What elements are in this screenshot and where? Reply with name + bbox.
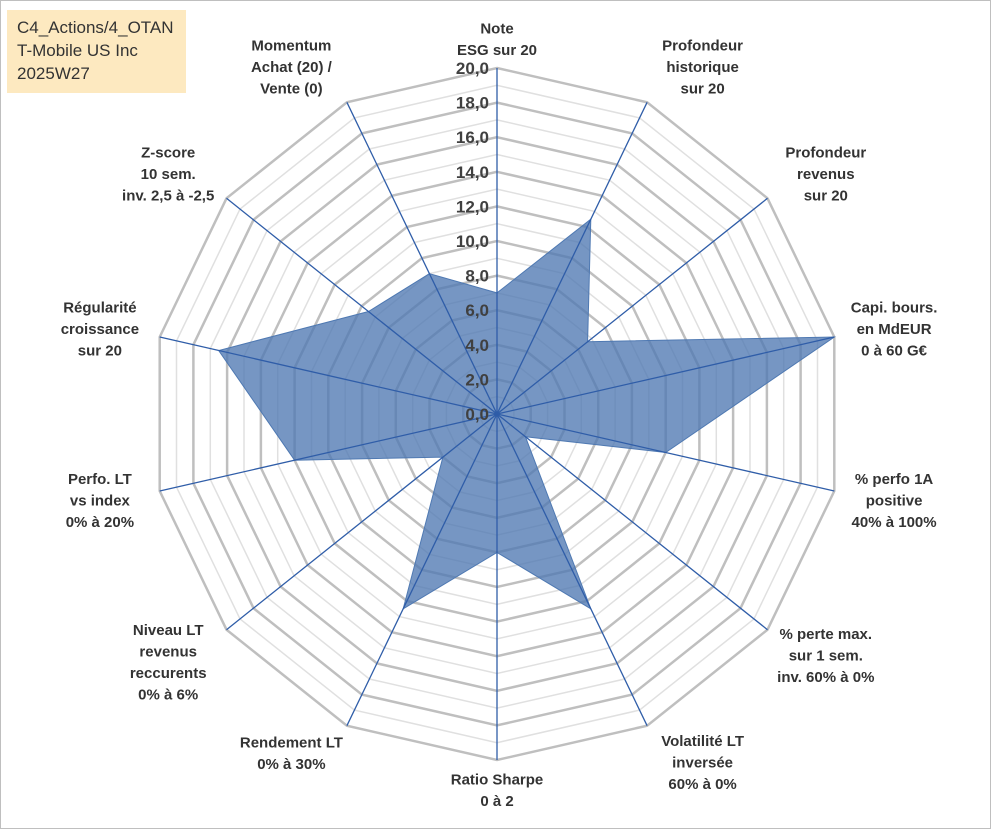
info-portfolio: C4_Actions/4_OTAN — [17, 18, 174, 37]
axis-label: Niveau LT revenus reccurents 0% à 6% — [130, 622, 207, 704]
axis-label: Note ESG sur 20 — [457, 21, 537, 60]
axis-spoke — [496, 197, 768, 415]
axis-label: Z-score 10 sem. inv. 2,5 à -2,5 — [122, 144, 214, 204]
axis-spoke — [496, 102, 648, 415]
tick-label: 12,0 — [456, 197, 489, 216]
axis-label: % perfo 1A positive 40% à 100% — [852, 471, 937, 531]
axis-label: Volatilité LT inversée 60% à 0% — [661, 733, 744, 793]
tick-label: 8,0 — [465, 267, 489, 286]
info-box: C4_Actions/4_OTAN T-Mobile US Inc 2025W2… — [7, 10, 186, 93]
axis-label: % perte max. sur 1 sem. inv. 60% à 0% — [777, 626, 874, 686]
tick-label: 20,0 — [456, 59, 489, 78]
tick-label: 16,0 — [456, 128, 489, 147]
axis-spokes — [159, 68, 835, 760]
axis-spoke — [496, 413, 835, 492]
axis-spoke — [226, 197, 498, 415]
axis-label: Ratio Sharpe 0 à 2 — [451, 772, 544, 811]
axis-spoke — [496, 413, 648, 726]
axis-label: Régularité croissance sur 20 — [61, 299, 139, 359]
axis-label: Capi. bours. en MdEUR 0 à 60 G€ — [851, 299, 938, 359]
axis-spoke — [496, 336, 835, 415]
axis-spoke — [159, 336, 498, 415]
tick-label: 0,0 — [465, 405, 489, 424]
tick-label: 10,0 — [456, 232, 489, 251]
info-company: T-Mobile US Inc — [17, 41, 138, 60]
svg-text:Rendement LT0% à 30%: Rendement LT 0% à 30% — [240, 734, 343, 773]
axis-spoke — [496, 413, 768, 631]
tick-label: 4,0 — [465, 336, 489, 355]
axis-label: Momentum Achat (20) / Vente (0) — [251, 37, 333, 97]
tick-label: 14,0 — [456, 163, 489, 182]
series-layer — [217, 218, 836, 610]
axis-label: Rendement LT 0% à 30% — [240, 734, 343, 773]
axis-label: Profondeur historique sur 20 — [662, 37, 743, 97]
svg-text:% perte max.sur 1 sem.inv. 60%: % perte max. sur 1 sem. inv. 60% à 0% — [777, 626, 874, 686]
axis-label: Perfo. LT vs index 0% à 20% — [66, 471, 134, 531]
tick-labels: 0,0 2,0 4,0 6,0 8,0 10,0 12,0 14,0 16,0 18,0 20,0 — [456, 59, 489, 424]
axis-spoke — [159, 413, 498, 492]
axis-spoke — [226, 413, 498, 631]
tick-label: 6,0 — [465, 301, 489, 320]
tick-label: 18,0 — [456, 94, 489, 113]
tick-label: 2,0 — [465, 370, 489, 389]
axis-labels: Note ESG sur 20 Profondeur historique sur 20… — [61, 21, 938, 811]
axis-spoke — [346, 413, 498, 726]
info-week: 2025W27 — [17, 64, 90, 83]
axis-label: Profondeur revenus sur 20 — [785, 144, 866, 204]
axis-spoke — [346, 102, 498, 415]
series-area — [217, 218, 836, 610]
